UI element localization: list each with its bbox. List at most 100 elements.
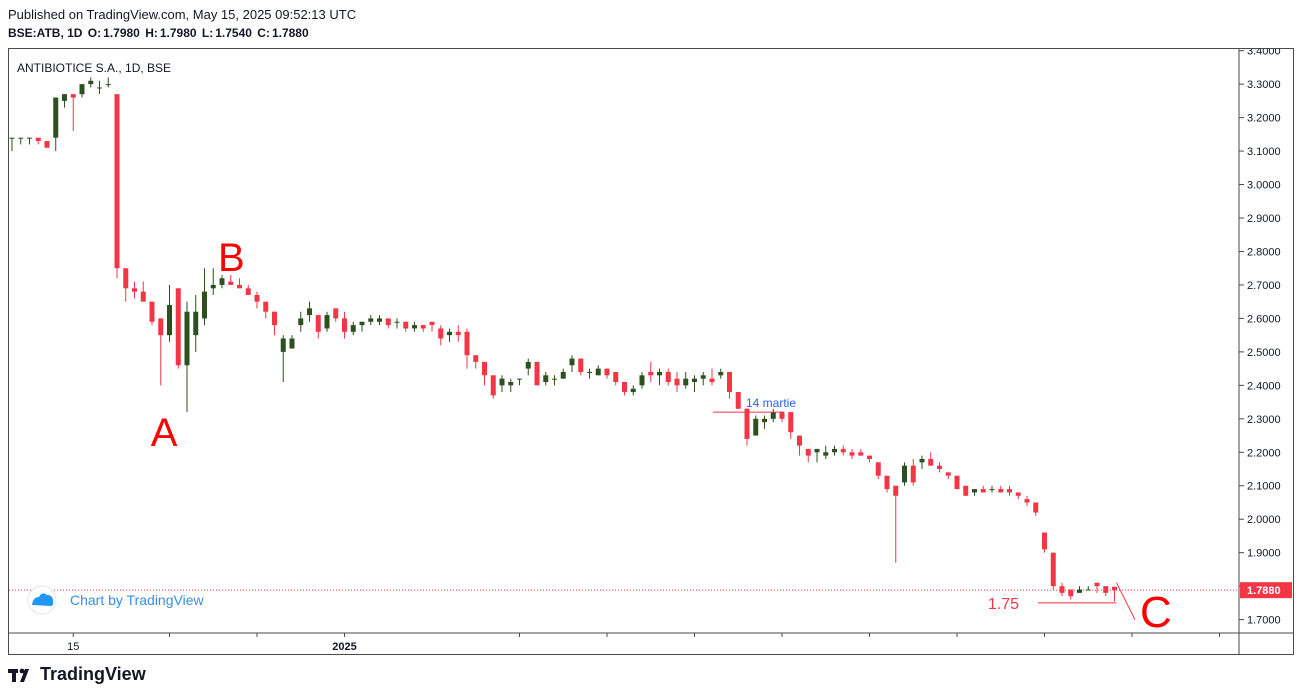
candles-layer <box>9 77 1117 602</box>
symbol-label: BSE:ATB, 1D <box>8 26 83 40</box>
candle-down <box>272 311 277 326</box>
candle-up <box>62 94 67 101</box>
x-tick-label: 15 <box>67 641 79 653</box>
candle-up <box>394 321 400 323</box>
y-tick-label: 3.3000 <box>1247 79 1281 91</box>
tradingview-logo-icon <box>8 668 29 682</box>
y-tick-label: 2.7000 <box>1247 280 1281 292</box>
candle-up <box>447 331 452 336</box>
candle-down <box>867 455 872 459</box>
candle-up <box>368 318 374 322</box>
candle-up <box>219 278 225 285</box>
high-value: 1.7980 <box>159 26 197 40</box>
candle-down <box>473 355 479 362</box>
published-line: Published on TradingView.com, May 15, 20… <box>8 7 357 22</box>
candle-up <box>184 311 190 366</box>
candle-down <box>1103 586 1109 593</box>
candle-down <box>648 371 654 376</box>
candle-up <box>552 378 557 380</box>
candle-down <box>674 378 680 386</box>
watermark[interactable]: Chart by TradingView <box>27 585 204 615</box>
candle-up <box>595 368 601 376</box>
candle-up <box>770 412 776 419</box>
candle-up <box>210 284 216 289</box>
candle-down <box>928 458 934 466</box>
y-tick-label: 1.7000 <box>1247 615 1281 627</box>
y-tick-label: 3.1000 <box>1247 146 1281 158</box>
footer-brand: TradingView <box>40 664 146 684</box>
candle-up <box>377 318 382 322</box>
candle-up <box>902 465 907 483</box>
candle-down <box>140 291 146 302</box>
candle-down <box>805 448 811 456</box>
candle-down <box>1059 586 1065 593</box>
candle-up <box>280 338 286 352</box>
candle-up <box>753 418 759 436</box>
candle-down <box>44 141 50 148</box>
candle-down <box>114 94 120 269</box>
last-price-label: 1.7880 <box>1247 585 1281 597</box>
y-tick-label: 2.6000 <box>1247 313 1281 325</box>
candle-up <box>972 489 977 493</box>
candle-down <box>622 381 627 393</box>
candle-down <box>797 435 802 446</box>
candle-up <box>569 358 575 366</box>
candle-down <box>849 452 855 456</box>
candle-down <box>744 408 750 439</box>
candle-up <box>97 87 102 89</box>
candle-down <box>132 288 137 292</box>
support-label: 1.75 <box>988 596 1019 613</box>
candle-down <box>1024 499 1030 503</box>
candle-up <box>718 371 724 376</box>
wave-label-b: B <box>218 236 245 280</box>
candle-up <box>919 458 925 463</box>
candle-down <box>937 465 942 470</box>
candle-up <box>307 308 312 316</box>
candle-down <box>455 331 461 336</box>
candle-down <box>893 485 899 496</box>
candle-up <box>289 338 295 349</box>
y-tick-label: 2.1000 <box>1247 481 1281 493</box>
candle-up <box>1077 589 1082 593</box>
candle-down <box>578 358 584 372</box>
watermark-text: Chart by TradingView <box>70 592 204 608</box>
candle-down <box>954 475 960 490</box>
candle-down <box>1042 532 1047 550</box>
chart-title: ANTIBIOTICE S.A., 1D, BSE <box>17 61 171 75</box>
y-tick-label: 2.2000 <box>1247 447 1281 459</box>
candle-down <box>963 485 969 496</box>
candle-down <box>709 378 715 382</box>
candle-down <box>735 392 741 409</box>
axes-layer: 1.70001.80001.90002.00002.10002.20002.30… <box>9 49 1293 654</box>
low-label: L: <box>201 26 214 40</box>
candle-up <box>692 378 697 382</box>
candle-down <box>1007 489 1012 493</box>
candle-up <box>79 84 85 95</box>
candle-down <box>534 361 540 386</box>
candle-down <box>175 288 181 366</box>
candle-up <box>587 371 592 373</box>
candle-down <box>490 375 496 396</box>
candle-down <box>237 284 242 289</box>
tv-cloud-icon-shape <box>32 593 54 606</box>
candle-up <box>324 315 330 329</box>
candle-down <box>604 368 610 376</box>
candle-up <box>27 137 32 139</box>
candle-down <box>123 268 129 289</box>
y-tick-label: 2.8000 <box>1247 246 1281 258</box>
candle-up <box>202 291 207 319</box>
candle-down <box>1068 589 1074 597</box>
y-tick-label: 3.2000 <box>1247 113 1281 125</box>
candle-up <box>517 378 522 380</box>
footer-logo[interactable]: TradingView <box>8 664 146 685</box>
candle-down <box>858 452 864 456</box>
candle-up <box>814 448 820 453</box>
candle-down <box>420 325 426 329</box>
y-tick-label: 1.9000 <box>1247 548 1281 560</box>
candle-up <box>508 381 514 386</box>
candle-down <box>1033 502 1039 513</box>
candle-down <box>254 294 260 302</box>
wave-c-connector <box>1116 582 1136 620</box>
